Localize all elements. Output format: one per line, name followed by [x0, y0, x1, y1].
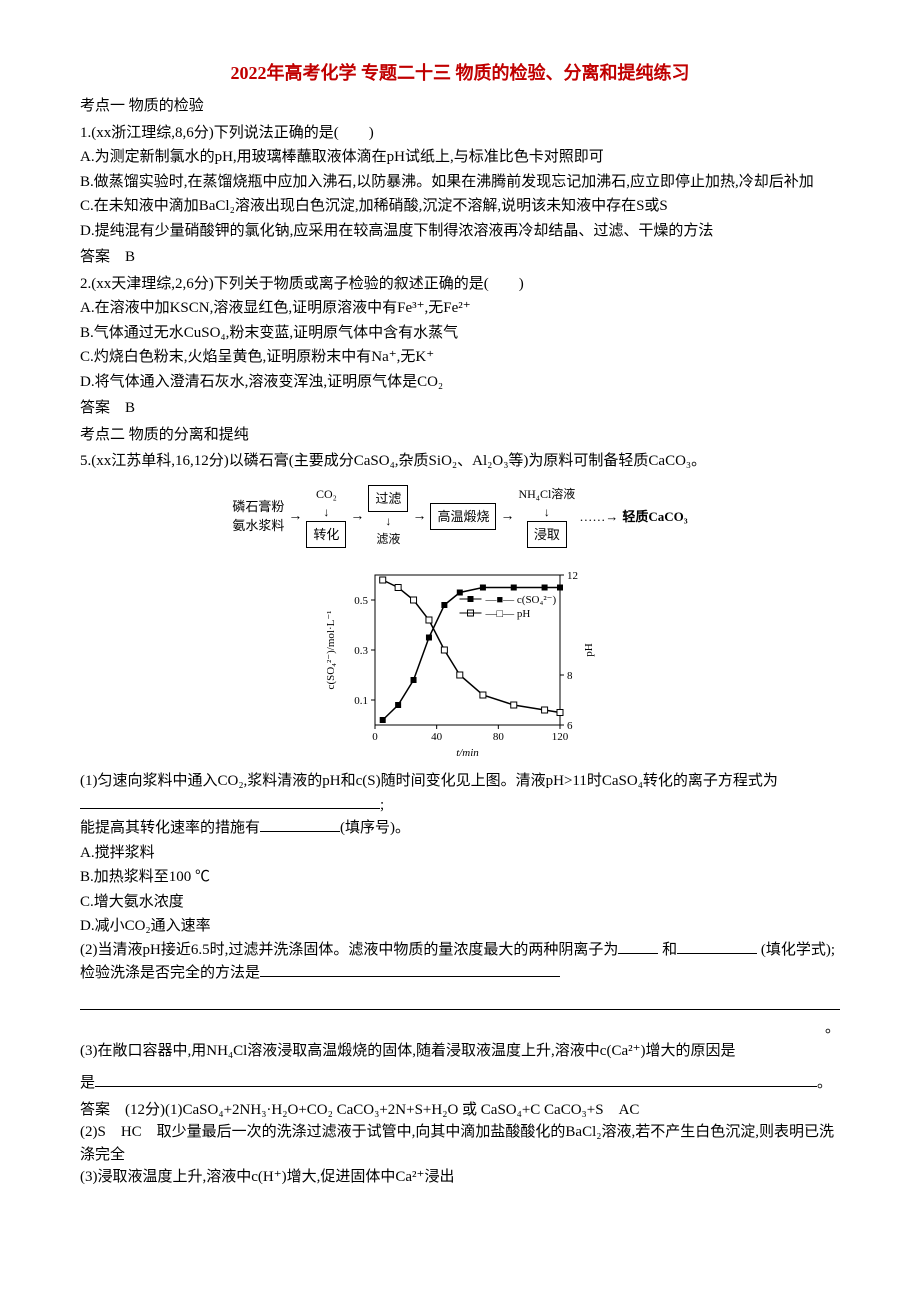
flow-box-4: 浸取 — [527, 521, 567, 549]
co2-label: CO₂ — [316, 485, 337, 503]
q2-opt-d: D.将气体通入澄清石灰水,溶液变浑浊,证明原气体是CO₂ — [80, 371, 840, 394]
q5-stem: 5.(xx江苏单科,16,12分)以磷石膏(主要成分CaSO₄,杂质SiO₂、A… — [80, 450, 840, 473]
blank-field — [677, 938, 757, 954]
q5-part3: (3)在敞口容器中,用NH₄Cl溶液浸取高温煅烧的固体,随着浸取液温度上升,溶液… — [80, 1040, 840, 1063]
flow-diagram: 磷石膏粉 氨水浆料 → CO₂ ↓ 转化 → 过滤 ↓ 滤液 → 高温煅烧 → … — [80, 485, 840, 549]
q1-opt-b: B.做蒸馏实验时,在蒸馏烧瓶中应加入沸石,以防暴沸。如果在沸腾前发现忘记加沸石,… — [80, 171, 840, 194]
down-arrow-icon: ↓ — [385, 512, 391, 530]
page-title: 2022年高考化学 专题二十三 物质的检验、分离和提纯练习 — [80, 60, 840, 87]
flow-step-4: NH₄Cl溶液 ↓ 浸取 — [518, 485, 575, 549]
blank-field — [260, 961, 560, 977]
q5-part3-text: (3)在敞口容器中,用NH₄Cl溶液浸取高温煅烧的固体,随着浸取液温度上升,溶液… — [80, 1043, 736, 1059]
svg-text:—■— c(SO₄²⁻): —■— c(SO₄²⁻) — [485, 594, 557, 606]
q2-opt-c: C.灼烧白色粉末,火焰呈黄色,证明原粉末中有Na⁺,无K⁺ — [80, 346, 840, 369]
q5-opt-d: D.减小CO₂通入速率 — [80, 915, 840, 938]
q1-stem: 1.(xx浙江理综,8,6分)下列说法正确的是( ) — [80, 122, 840, 145]
svg-text:0: 0 — [372, 731, 378, 743]
q5-part1-a: (1)匀速向浆料中通入CO₂,浆料清液的pH和c(S)随时间变化见上图。清液pH… — [80, 770, 840, 816]
flow-step-2: 过滤 ↓ 滤液 — [368, 485, 408, 549]
svg-text:—□— pH: —□— pH — [485, 608, 531, 620]
q5-part1-b: 能提高其转化速率的措施有 (填序号)。 — [80, 816, 840, 840]
arrow-icon: → — [500, 506, 514, 527]
svg-text:80: 80 — [493, 731, 505, 743]
topic-2: 考点二 物质的分离和提纯 — [80, 424, 840, 447]
arrow-icon: → — [350, 506, 364, 527]
q1-answer: 答案 B — [80, 246, 840, 269]
q5-part2-b: 和 — [662, 942, 677, 958]
q1-opt-d: D.提纯混有少量硝酸钾的氯化钠,应采用在较高温度下制得浓溶液再冷却结晶、过滤、干… — [80, 220, 840, 243]
answer-label: 答案 — [80, 1102, 110, 1118]
svg-text:0.1: 0.1 — [354, 695, 368, 707]
q5-part1-b-suffix: (填序号)。 — [340, 820, 410, 836]
flow-output: 轻质CaCO₃ — [622, 507, 687, 527]
filtrate-label: 滤液 — [376, 530, 400, 548]
blank-field — [95, 1068, 817, 1087]
q2-answer: 答案 B — [80, 397, 840, 420]
q5-opt-b: B.加热浆料至100 ℃ — [80, 866, 840, 889]
svg-text:0.3: 0.3 — [354, 645, 368, 657]
q1-opt-a: A.为测定新制氯水的pH,用玻璃棒蘸取液体滴在pH试纸上,与标准比色卡对照即可 — [80, 146, 840, 169]
q5-ans2: (2)S HC 取少量最后一次的洗涤过滤液于试管中,向其中滴加盐酸酸化的BaCl… — [80, 1121, 840, 1166]
svg-text:120: 120 — [552, 731, 569, 743]
q5-part2: (2)当清液pH接近6.5时,过滤并洗涤固体。滤液中物质的量浓度最大的两种阴离子… — [80, 938, 840, 985]
arrow-icon: → — [288, 506, 302, 527]
chart-container: 0 40 80 120 0.1 0.3 0.5 6 8 12 t/min c(SO₄²⁻)/mol·L… — [80, 560, 840, 760]
q2-stem: 2.(xx天津理综,2,6分)下列关于物质或离子检验的叙述正确的是( ) — [80, 273, 840, 296]
svg-text:pH: pH — [583, 643, 595, 657]
svg-text:8: 8 — [567, 670, 573, 682]
blank-field — [80, 793, 380, 809]
q5-part1-b-text: 能提高其转化速率的措施有 — [80, 820, 260, 836]
period: 。 — [80, 1017, 840, 1040]
svg-text:t/min: t/min — [456, 747, 479, 759]
q5-answer: 答案 (12分)(1)CaSO₄+2NH₃·H₂O+CO₂ CaCO₃+2N+S… — [80, 1099, 840, 1122]
svg-text:6: 6 — [567, 720, 573, 732]
flow-input-bot: 氨水浆料 — [232, 516, 284, 536]
q5-part2-a: (2)当清液pH接近6.5时,过滤并洗涤固体。滤液中物质的量浓度最大的两种阴离子… — [80, 942, 618, 958]
q2-opt-b: B.气体通过无水CuSO₄,粉末变蓝,证明原气体中含有水蒸气 — [80, 322, 840, 345]
svg-text:c(SO₄²⁻)/mol·L⁻¹: c(SO₄²⁻)/mol·L⁻¹ — [325, 611, 337, 690]
q5-ans3: (3)浸取液温度上升,溶液中c(H⁺)增大,促进固体中Ca²⁺浸出 — [80, 1166, 840, 1189]
topic-1: 考点一 物质的检验 — [80, 95, 840, 118]
nh4cl-label: NH₄Cl溶液 — [518, 485, 575, 503]
q5-opt-a: A.搅拌浆料 — [80, 842, 840, 865]
flow-step-1: CO₂ ↓ 转化 — [306, 485, 346, 549]
line-chart: 0 40 80 120 0.1 0.3 0.5 6 8 12 t/min c(SO₄²⁻)/mol·L… — [320, 560, 600, 760]
down-arrow-icon: ↓ — [323, 503, 329, 521]
svg-text:12: 12 — [567, 570, 578, 582]
blank-field — [260, 816, 340, 832]
q5-part3-blank: 是。 — [80, 1062, 840, 1095]
q2-opt-a: A.在溶液中加KSCN,溶液显红色,证明原溶液中有Fe³⁺,无Fe²⁺ — [80, 297, 840, 320]
flow-input: 磷石膏粉 氨水浆料 — [232, 497, 284, 536]
q5-ans1: (12分)(1)CaSO₄+2NH₃·H₂O+CO₂ CaCO₃+2N+S+H₂… — [125, 1102, 639, 1118]
q5-opt-c: C.增大氨水浓度 — [80, 891, 840, 914]
svg-text:40: 40 — [431, 731, 443, 743]
flow-box-1: 转化 — [306, 521, 346, 549]
down-arrow-icon: ↓ — [544, 503, 550, 521]
flow-box-3: 高温煅烧 — [430, 503, 496, 531]
arrow-icon: → — [412, 506, 426, 527]
q5-part1-a-text: (1)匀速向浆料中通入CO₂,浆料清液的pH和c(S)随时间变化见上图。清液pH… — [80, 773, 778, 789]
q1-opt-c: C.在未知液中滴加BaCl₂溶液出现白色沉淀,加稀硝酸,沉淀不溶解,说明该未知液… — [80, 195, 840, 218]
svg-text:0.5: 0.5 — [354, 595, 368, 607]
flow-box-2: 过滤 — [368, 485, 408, 513]
dots-arrow: ……→ — [579, 507, 618, 527]
blank-field — [618, 938, 658, 954]
flow-input-top: 磷石膏粉 — [232, 497, 284, 517]
blank-line — [80, 991, 840, 1010]
